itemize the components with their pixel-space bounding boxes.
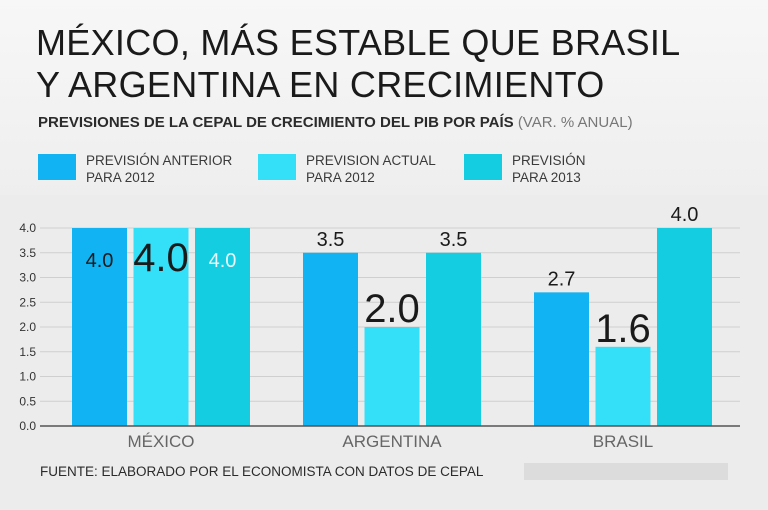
legend-item-forecast-2013: PREVISIÓN PARA 2013: [464, 152, 672, 186]
legend-label-line1: PREVISIÓN ANTERIOR: [86, 153, 233, 168]
legend-swatch: [464, 154, 502, 180]
y-tick-label: 2.0: [19, 320, 36, 334]
bar-chart: 0.0 0.5 1.0 1.5 2.0 2.5 3.0 3.5 4.0 MÉXICO ARGENTI…: [0, 195, 768, 460]
data-label: 1.6: [595, 307, 651, 351]
data-label: 4.0: [209, 250, 237, 272]
subtitle-text: PREVISIONES DE LA CEPAL DE CRECIMIENTO D…: [38, 114, 514, 131]
y-tick-label: 3.0: [19, 271, 36, 285]
legend-label-line2: PARA 2012: [86, 170, 155, 185]
chart-subtitle: PREVISIONES DE LA CEPAL DE CRECIMIENTO D…: [38, 114, 633, 131]
x-category-label: MÉXICO: [127, 432, 194, 451]
page-title: MÉXICO, MÁS ESTABLE QUE BRASIL Y ARGENTI…: [36, 22, 681, 106]
bar: [534, 292, 589, 426]
bar: [364, 327, 420, 426]
bar: [303, 252, 358, 426]
data-label: 2.7: [548, 268, 576, 290]
bar: [657, 228, 712, 426]
data-label: 4.0: [86, 250, 114, 272]
title-line-2: Y ARGENTINA EN CRECIMIENTO: [36, 64, 605, 105]
legend-item-previous-2012: PREVISIÓN ANTERIOR PARA 2012: [38, 152, 246, 186]
bar: [133, 228, 189, 426]
data-label: 2.0: [364, 287, 420, 331]
legend-label-line1: PREVISIÓN: [512, 153, 586, 168]
legend-swatch: [38, 154, 76, 180]
header-background: [0, 0, 768, 200]
y-tick-label: 0.0: [19, 419, 36, 433]
y-tick-label: 1.0: [19, 370, 36, 384]
bar: [72, 228, 127, 426]
data-label: 4.0: [133, 236, 189, 280]
y-tick-label: 1.5: [19, 345, 36, 359]
legend-item-current-2012: PREVISION ACTUAL PARA 2012: [258, 152, 466, 186]
legend-label-line2: PARA 2013: [512, 170, 581, 185]
y-tick-label: 4.0: [19, 221, 36, 235]
y-tick-label: 0.5: [19, 394, 36, 408]
bar: [595, 346, 651, 426]
x-category-label: BRASIL: [593, 432, 653, 451]
subtitle-unit: (VAR. % ANUAL): [517, 114, 633, 131]
data-label: 4.0: [671, 204, 699, 226]
bar: [426, 252, 481, 426]
bar: [195, 228, 250, 426]
legend-label-line2: PARA 2012: [306, 170, 375, 185]
data-label: 3.5: [317, 229, 345, 251]
legend-swatch: [258, 154, 296, 180]
data-label: 3.5: [440, 229, 468, 251]
footer-decorative-bar: [524, 463, 728, 480]
legend-label-line1: PREVISION ACTUAL: [306, 153, 436, 168]
source-note: FUENTE: ELABORADO POR EL ECONOMISTA CON …: [40, 464, 484, 479]
y-tick-label: 2.5: [19, 295, 36, 309]
title-line-1: MÉXICO, MÁS ESTABLE QUE BRASIL: [36, 22, 681, 63]
y-tick-label: 3.5: [19, 246, 36, 260]
x-category-label: ARGENTINA: [342, 432, 442, 451]
